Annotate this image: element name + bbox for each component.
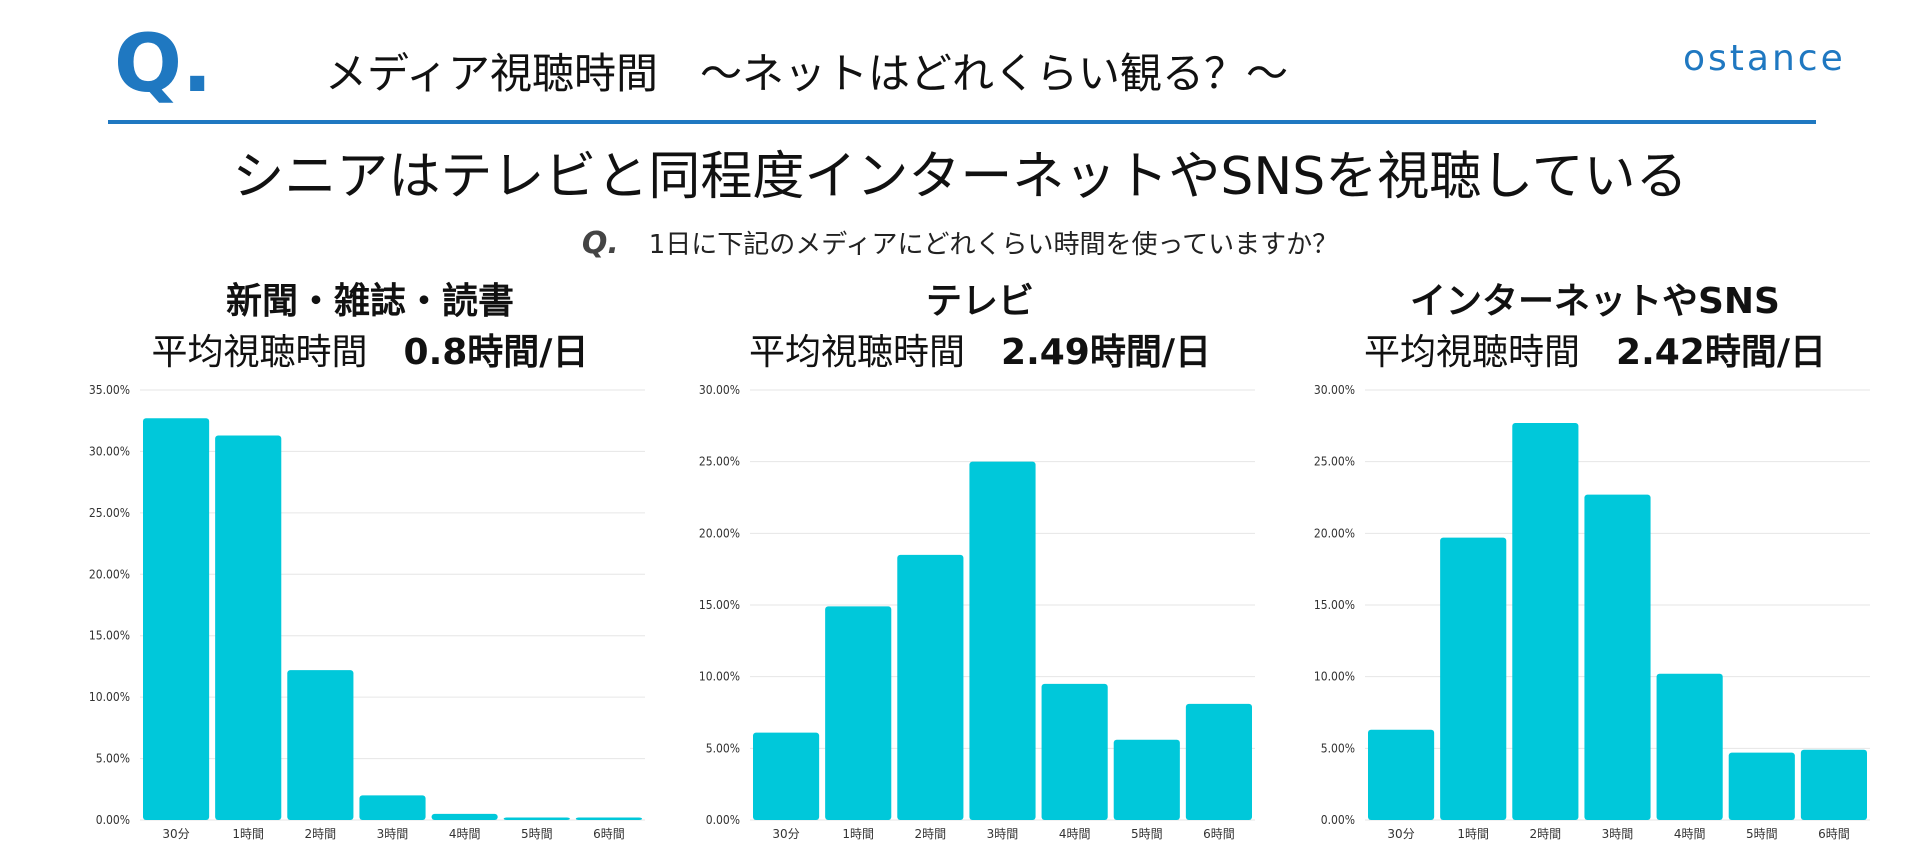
- bar: [1584, 494, 1651, 820]
- question-mark: Q.: [581, 226, 619, 261]
- y-tick-label: 10.00%: [89, 690, 130, 704]
- bar: [1185, 703, 1252, 820]
- bar: [1440, 537, 1507, 820]
- y-tick-label: 25.00%: [1314, 455, 1355, 469]
- bar: [287, 670, 354, 820]
- chart-panel-print: 新聞・雑誌・読書 平均視聴時間 0.8時間/日 0.00% 5.00% 10.00% 1…: [60, 272, 680, 841]
- y-tick-label: 15.00%: [699, 598, 740, 612]
- average-value: 2.49時間/日: [1001, 332, 1211, 373]
- x-tick-label: 2時間: [915, 827, 947, 841]
- y-tick-label: 30.00%: [89, 444, 130, 458]
- bar: [1656, 673, 1723, 820]
- bar: [1368, 729, 1435, 820]
- y-tick-label: 15.00%: [89, 629, 130, 643]
- x-tick-label: 1時間: [232, 827, 264, 841]
- y-tick-label: 10.00%: [1314, 670, 1355, 684]
- bar-chart-tv: 0.00% 5.00% 10.00% 15.00% 20.00% 25.00% 30.00%…: [699, 383, 1255, 841]
- bar: [215, 435, 282, 820]
- bar: [825, 606, 892, 820]
- y-tick-label: 20.00%: [89, 567, 130, 581]
- x-tick-label: 30分: [162, 827, 189, 841]
- x-tick-label: 1時間: [1457, 827, 1489, 841]
- y-tick-label: 25.00%: [89, 506, 130, 520]
- x-tick-label: 2時間: [305, 827, 337, 841]
- average-value: 2.42時間/日: [1616, 332, 1826, 373]
- chart-average: 平均視聴時間 0.8時間/日: [60, 328, 680, 378]
- bar: [1800, 749, 1867, 820]
- x-tick-label: 4時間: [1059, 827, 1091, 841]
- question-text: 1日に下記のメディアにどれくらい時間を使っていますか？: [648, 230, 1339, 260]
- bar: [359, 795, 426, 820]
- chart-title: インターネットやSNS: [1410, 281, 1780, 322]
- x-tick-label: 4時間: [1674, 827, 1706, 841]
- y-tick-label: 30.00%: [699, 383, 740, 397]
- y-tick-label: 5.00%: [1321, 741, 1355, 755]
- bar-chart-print: 0.00% 5.00% 10.00% 15.00% 20.00% 25.00% 30.00%…: [89, 383, 645, 841]
- bar: [753, 732, 820, 820]
- average-label: 平均視聴時間: [151, 332, 368, 373]
- average-label: 平均視聴時間: [749, 332, 966, 373]
- y-tick-label: 0.00%: [1321, 813, 1355, 827]
- x-tick-label: 3時間: [377, 827, 409, 841]
- y-tick-label: 25.00%: [699, 455, 740, 469]
- chart-average: 平均視聴時間 2.42時間/日: [1285, 328, 1905, 378]
- y-tick-label: 5.00%: [96, 752, 130, 766]
- y-tick-label: 20.00%: [699, 526, 740, 540]
- y-tick-label: 20.00%: [1314, 526, 1355, 540]
- bar: [1512, 422, 1579, 820]
- bar: [1041, 683, 1108, 820]
- x-tick-label: 5時間: [1746, 827, 1778, 841]
- y-tick-label: 5.00%: [706, 741, 740, 755]
- y-tick-label: 15.00%: [1314, 598, 1355, 612]
- page-title: メディア視聴時間 ～ネットはどれくらい観る？～: [325, 49, 1289, 98]
- x-tick-label: 5時間: [1131, 827, 1163, 841]
- x-tick-label: 4時間: [449, 827, 481, 841]
- x-tick-label: 30分: [1387, 827, 1414, 841]
- question: Q. 1日に下記のメディアにどれくらい時間を使っていますか？: [0, 224, 1920, 265]
- x-tick-label: 6時間: [1818, 827, 1850, 841]
- x-tick-label: 30分: [772, 827, 799, 841]
- y-tick-label: 30.00%: [1314, 383, 1355, 397]
- y-tick-label: 35.00%: [89, 383, 130, 397]
- bar: [503, 817, 570, 820]
- x-tick-label: 6時間: [593, 827, 625, 841]
- bar: [431, 813, 498, 820]
- average-value: 0.8時間/日: [403, 332, 589, 373]
- logo-q: Q.: [114, 17, 213, 110]
- bar: [575, 817, 642, 820]
- y-tick-label: 0.00%: [706, 813, 740, 827]
- bar: [1113, 739, 1180, 820]
- header-rule: [108, 120, 1816, 124]
- average-label: 平均視聴時間: [1364, 332, 1581, 373]
- chart-panel-tv: テレビ 平均視聴時間 2.49時間/日 0.00% 5.00% 10.00% 15.00…: [670, 272, 1290, 841]
- y-tick-label: 0.00%: [96, 813, 130, 827]
- chart-average: 平均視聴時間 2.49時間/日: [670, 328, 1290, 378]
- x-tick-label: 3時間: [1602, 827, 1634, 841]
- headline: シニアはテレビと同程度インターネットやSNSを視聴している: [232, 147, 1688, 207]
- bar: [143, 418, 210, 820]
- x-tick-label: 3時間: [987, 827, 1019, 841]
- y-tick-label: 10.00%: [699, 670, 740, 684]
- x-tick-label: 2時間: [1530, 827, 1562, 841]
- x-tick-label: 5時間: [521, 827, 553, 841]
- x-tick-label: 1時間: [842, 827, 874, 841]
- bar: [969, 461, 1036, 820]
- bar-chart-internet: 0.00% 5.00% 10.00% 15.00% 20.00% 25.00% 30.00%…: [1314, 383, 1870, 841]
- chart-title: テレビ: [925, 281, 1034, 322]
- chart-panel-internet: インターネットやSNS 平均視聴時間 2.42時間/日 0.00% 5.00% 10.…: [1285, 272, 1905, 841]
- x-tick-label: 6時間: [1203, 827, 1235, 841]
- bar: [897, 554, 964, 820]
- chart-title: 新聞・雑誌・読書: [225, 281, 514, 322]
- brand-logo: ostance: [1683, 38, 1846, 79]
- bar: [1728, 752, 1795, 820]
